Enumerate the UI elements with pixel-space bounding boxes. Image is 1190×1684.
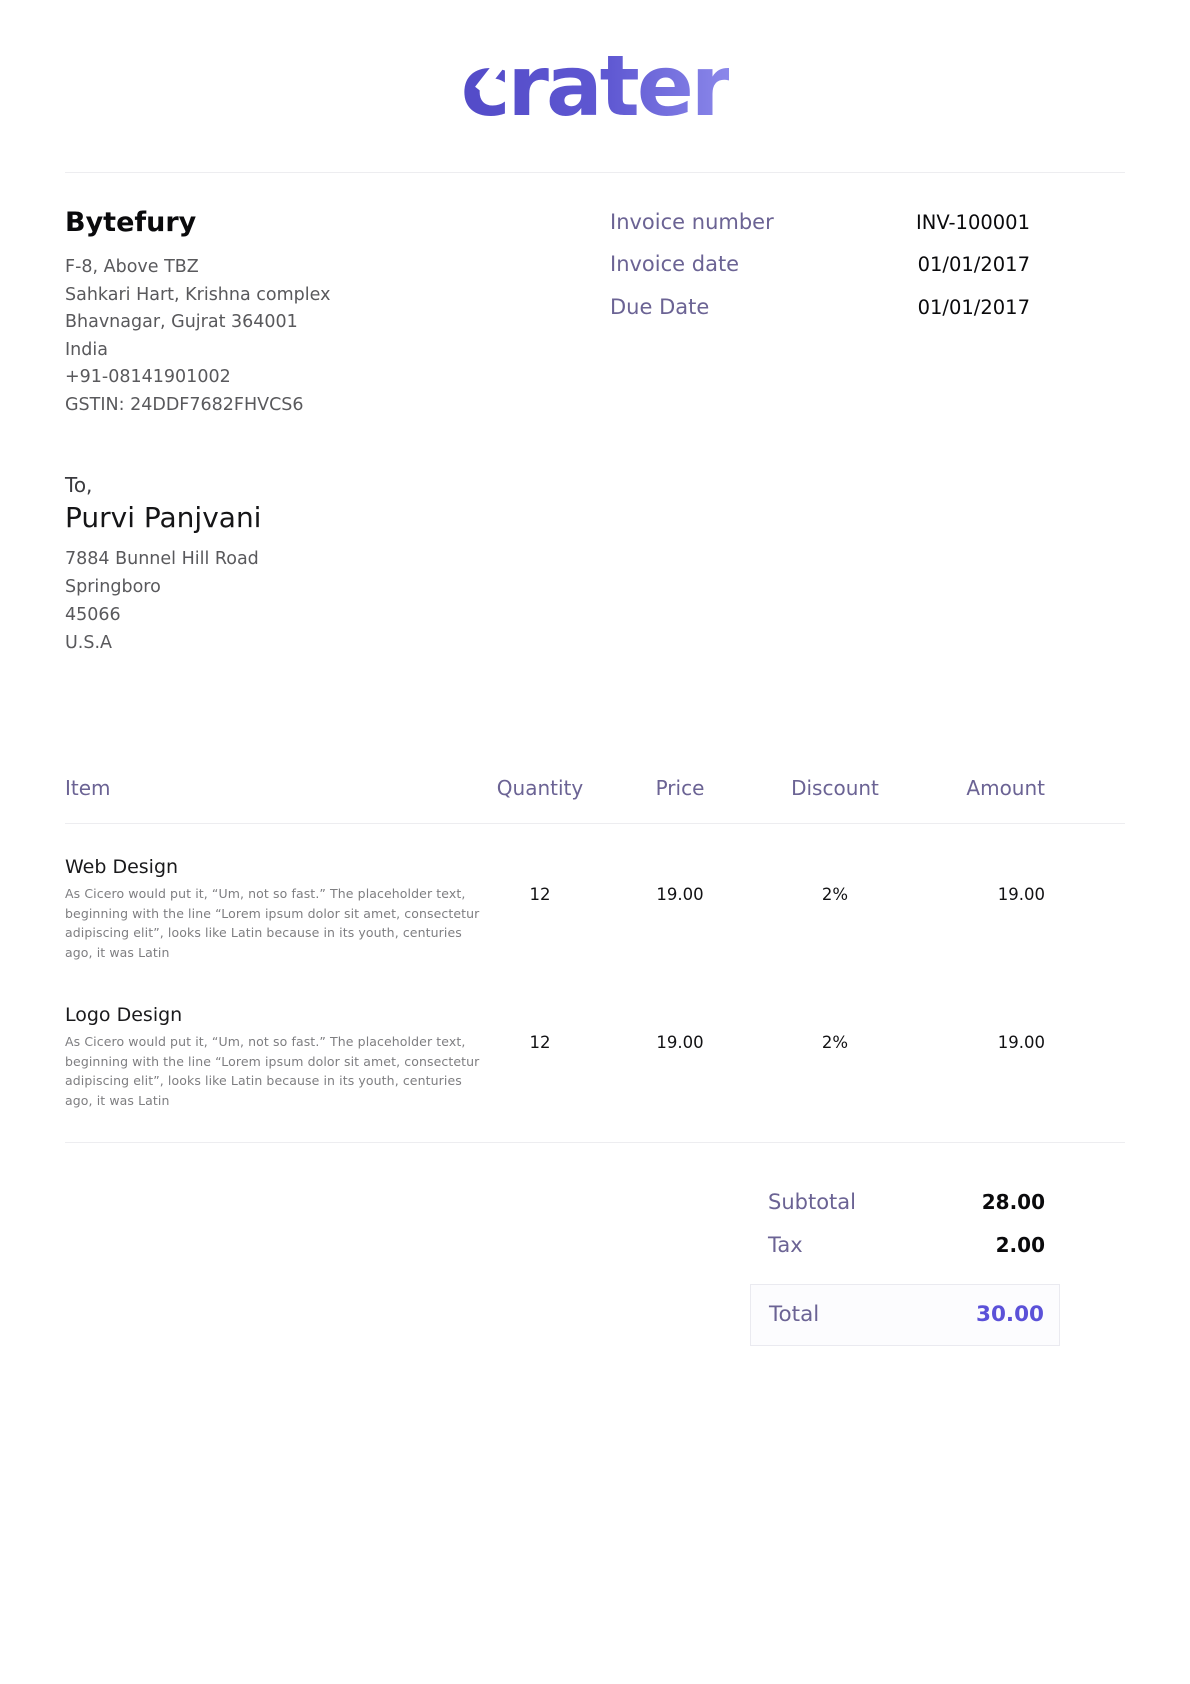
column-header-item: Item [65, 775, 111, 800]
company-phone: +91-08141901002 [65, 367, 231, 388]
tax-value: 2.00 [995, 1233, 1045, 1258]
items-table: Item Quantity Price Discount Amount Web … [65, 775, 1125, 1143]
company-address-line: Bhavnagar, Gujrat 364001 [65, 312, 298, 333]
item-amount: 19.00 [997, 884, 1045, 904]
subtotal-row: Subtotal 28.00 [750, 1189, 1060, 1216]
item-quantity: 12 [529, 1032, 551, 1052]
totals-block: Subtotal 28.00 Tax 2.00 Total 30.00 [750, 1189, 1060, 1346]
item-cell: Logo Design As Cicero would put it, “Um,… [65, 1002, 480, 1110]
customer-address-line: Springboro [65, 576, 161, 597]
crater-logo: crater [461, 42, 729, 130]
item-description: As Cicero would put it, “Um, not so fast… [65, 1034, 480, 1108]
item-price: 19.00 [656, 884, 704, 904]
total-label: Total [769, 1301, 820, 1327]
company-name: Bytefury [65, 207, 197, 239]
customer-block: To, Purvi Panjvani 7884 Bunnel Hill Road… [65, 471, 1125, 657]
company-block: Bytefury F-8, Above TBZ Sahkari Hart, Kr… [65, 205, 330, 419]
company-address-line: F-8, Above TBZ [65, 257, 199, 278]
item-amount: 19.00 [997, 1032, 1045, 1052]
table-header-divider [65, 822, 1125, 824]
item-name: Logo Design [65, 1003, 183, 1026]
total-box: Total 30.00 [750, 1283, 1060, 1346]
tax-row: Tax 2.00 [750, 1232, 1060, 1259]
due-date-label: Due Date [610, 294, 710, 319]
item-discount: 2% [821, 1032, 849, 1052]
customer-address-line: 7884 Bunnel Hill Road [65, 548, 259, 569]
invoice-date-label: Invoice date [610, 252, 740, 277]
total-value: 30.00 [975, 1301, 1044, 1327]
header: crater [65, 42, 1125, 130]
header-divider [65, 172, 1125, 174]
customer-address-line: 45066 [65, 604, 121, 625]
table-row: Logo Design As Cicero would put it, “Um,… [65, 972, 1045, 1120]
item-price: 19.00 [656, 1032, 704, 1052]
customer-salutation: To, [65, 473, 93, 498]
item-name: Web Design [65, 855, 179, 878]
invoice-meta: Invoice number INV-100001 Invoice date 0… [610, 205, 1030, 419]
items-table-header: Item Quantity Price Discount Amount [65, 775, 1045, 823]
company-gstin: GSTIN: 24DDF7682FHVCS6 [65, 394, 304, 415]
invoice-number-value: INV-100001 [915, 211, 1030, 235]
company-address-line: Sahkari Hart, Krishna complex [65, 284, 331, 305]
company-address-line: India [65, 339, 108, 360]
due-date-row: Due Date 01/01/2017 [610, 294, 1030, 321]
invoice-date-row: Invoice date 01/01/2017 [610, 251, 1030, 278]
invoice-date-value: 01/01/2017 [917, 253, 1030, 277]
invoice-document: crater Bytefury F-8, Above TBZ Sahkari H… [65, 42, 1125, 1346]
item-discount: 2% [821, 884, 849, 904]
due-date-value: 01/01/2017 [917, 295, 1030, 319]
item-cell: Web Design As Cicero would put it, “Um, … [65, 854, 480, 962]
table-bottom-divider [65, 1141, 1125, 1143]
customer-address-line: U.S.A [65, 632, 113, 653]
column-header-amount: Amount [966, 775, 1045, 800]
subtotal-label: Subtotal [768, 1189, 856, 1214]
column-header-discount: Discount [791, 775, 879, 800]
invoice-number-label: Invoice number [610, 210, 774, 235]
column-header-price: Price [655, 775, 705, 800]
invoice-number-row: Invoice number INV-100001 [610, 209, 1030, 236]
table-row: Web Design As Cicero would put it, “Um, … [65, 824, 1045, 972]
crater-logo-text: crater [460, 37, 730, 135]
item-quantity: 12 [529, 884, 551, 904]
column-header-quantity: Quantity [496, 775, 584, 800]
item-description: As Cicero would put it, “Um, not so fast… [65, 886, 480, 960]
subtotal-value: 28.00 [981, 1189, 1045, 1214]
table-bottom-spacer [65, 1120, 1125, 1142]
tax-label: Tax [768, 1233, 803, 1258]
customer-name: Purvi Panjvani [65, 501, 262, 535]
top-section: Bytefury F-8, Above TBZ Sahkari Hart, Kr… [65, 205, 1125, 419]
